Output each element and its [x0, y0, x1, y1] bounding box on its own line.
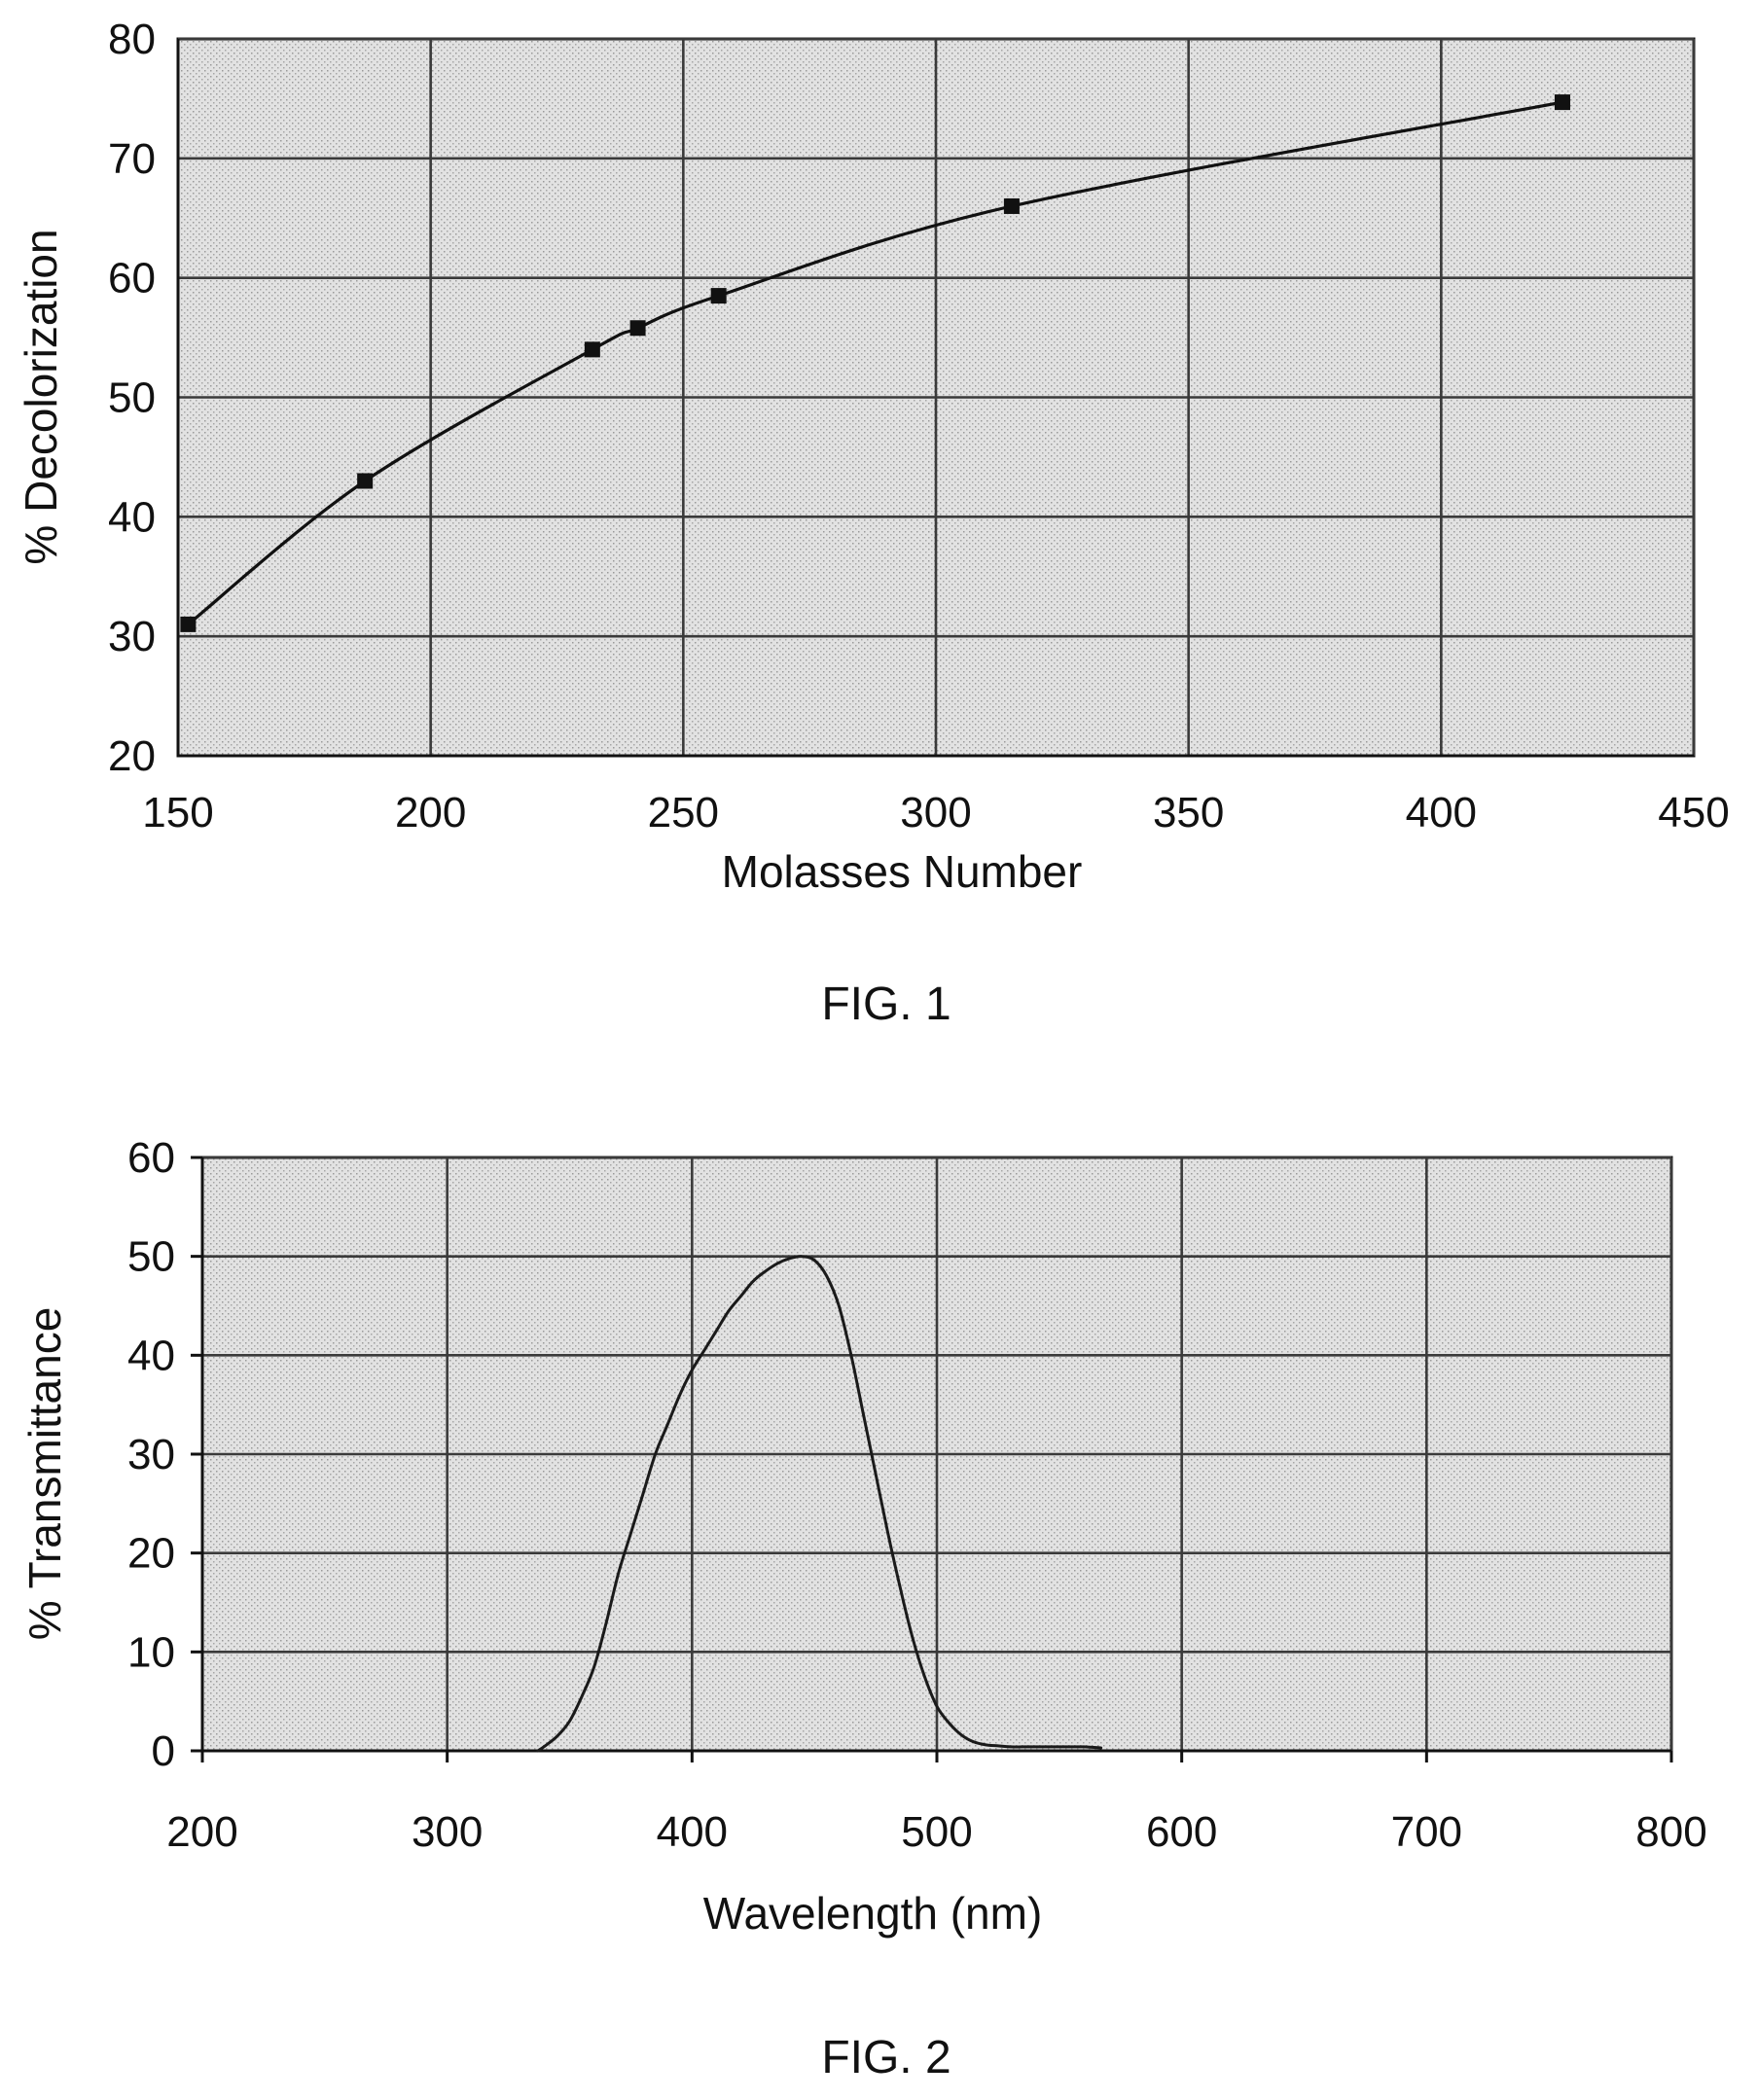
x-tick-labels-fig2: 200 300 400 500 600 700 800	[166, 1808, 1706, 1856]
x-tick-label: 150	[142, 789, 213, 836]
y-tick-label: 80	[108, 16, 156, 63]
series-line	[536, 1255, 1103, 1753]
y-tick-label: 0	[152, 1727, 175, 1775]
y-tick-label: 40	[108, 493, 156, 541]
x-tick-label: 500	[901, 1808, 972, 1856]
y-tick-label: 70	[108, 135, 156, 183]
data-point-marker	[1554, 94, 1570, 111]
y-tick-label: 30	[108, 613, 156, 660]
series-fig1	[180, 94, 1570, 632]
data-point-marker	[584, 341, 600, 358]
x-tick-label: 400	[657, 1808, 728, 1856]
y-tick-label: 60	[127, 1134, 175, 1182]
y-tick-label: 60	[108, 255, 156, 303]
x-axis-label-fig2: Wavelength (nm)	[703, 1888, 1043, 1939]
figure-caption-1: FIG. 1	[821, 979, 951, 1030]
figure-2: 200 300 400 500 600 700 800 0 10 20 30 40 50 60 Wave…	[19, 1134, 1707, 2083]
x-tick-label: 200	[395, 789, 466, 836]
x-axis-label-fig1: Molasses Number	[722, 846, 1083, 897]
y-axis-label-fig1: % Decolorization	[16, 229, 66, 564]
y-axis-label-fig2: % Transmittance	[19, 1307, 70, 1641]
x-tick-label: 450	[1658, 789, 1729, 836]
x-tick-label: 800	[1635, 1808, 1706, 1856]
y-tick-label: 20	[108, 732, 156, 780]
x-tick-label: 300	[900, 789, 971, 836]
axes-fig1	[176, 39, 1694, 758]
x-tick-label: 250	[648, 789, 719, 836]
axes-fig2	[191, 1156, 1673, 1762]
y-tick-label: 20	[127, 1530, 175, 1578]
x-tick-labels-fig1: 150 200 250 300 350 400 450	[142, 789, 1729, 836]
y-tick-label: 50	[108, 374, 156, 422]
y-tick-label: 10	[127, 1628, 175, 1676]
figure-1: 150 200 250 300 350 400 450 20 30 40 50 60 70 80 Mol…	[16, 16, 1730, 1030]
y-tick-label: 30	[127, 1431, 175, 1478]
x-tick-label: 300	[412, 1808, 483, 1856]
data-point-marker	[629, 320, 646, 337]
data-point-marker	[1003, 197, 1020, 214]
y-tick-label: 50	[127, 1233, 175, 1281]
figure-caption-2: FIG. 2	[821, 2032, 951, 2083]
x-tick-label: 600	[1146, 1808, 1217, 1856]
data-point-marker	[180, 616, 197, 632]
data-point-marker	[710, 288, 727, 304]
y-tick-labels-fig1: 20 30 40 50 60 70 80	[108, 16, 156, 780]
y-tick-labels-fig2: 0 10 20 30 40 50 60	[127, 1134, 175, 1775]
x-tick-label: 200	[166, 1808, 237, 1856]
y-tick-label: 40	[127, 1332, 175, 1379]
x-tick-label: 350	[1153, 789, 1224, 836]
data-point-marker	[357, 473, 374, 489]
x-tick-label: 400	[1406, 789, 1477, 836]
series-fig2	[536, 1255, 1103, 1753]
x-tick-label: 700	[1391, 1808, 1462, 1856]
